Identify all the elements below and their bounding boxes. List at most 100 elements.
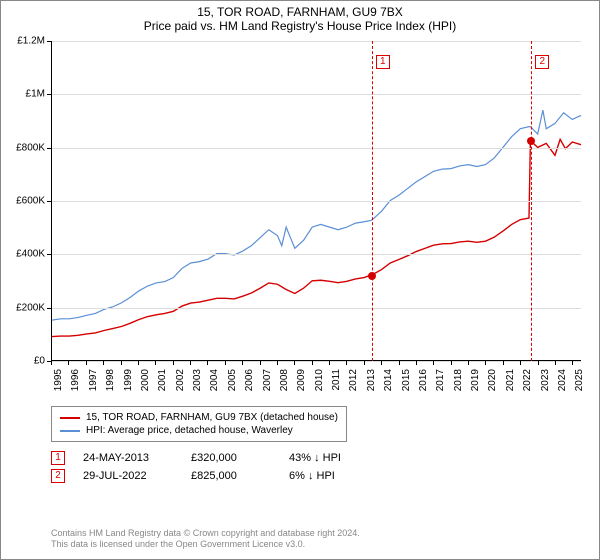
sale-number-box: 2 [51, 469, 65, 483]
x-tick [555, 361, 556, 365]
y-tick-label: £1M [26, 89, 45, 100]
legend-label: HPI: Average price, detached house, Wave… [86, 425, 293, 436]
y-tick [47, 201, 51, 202]
x-tick [173, 361, 174, 365]
plot-area: 12 [51, 41, 581, 361]
x-tick [433, 361, 434, 365]
sale-date: 29-JUL-2022 [83, 470, 173, 482]
x-tick [381, 361, 382, 365]
x-tick-label: 2016 [418, 369, 429, 409]
y-tick-label: £400K [16, 249, 45, 260]
legend-swatch [60, 417, 80, 419]
y-tick [47, 94, 51, 95]
x-tick-label: 1999 [123, 369, 134, 409]
x-tick [503, 361, 504, 365]
x-tick-label: 2021 [505, 369, 516, 409]
x-tick-label: 1996 [70, 369, 81, 409]
gridline [52, 361, 581, 362]
x-tick [416, 361, 417, 365]
x-tick [520, 361, 521, 365]
footer-line-2: This data is licensed under the Open Gov… [51, 539, 360, 551]
y-tick [47, 41, 51, 42]
x-tick-label: 2000 [140, 369, 151, 409]
x-tick-label: 2022 [522, 369, 533, 409]
x-tick-label: 1997 [88, 369, 99, 409]
x-tick-label: 2005 [227, 369, 238, 409]
legend-label: 15, TOR ROAD, FARNHAM, GU9 7BX (detached… [86, 412, 338, 423]
x-tick [86, 361, 87, 365]
y-tick [47, 148, 51, 149]
x-tick [572, 361, 573, 365]
sales-row: 1 24-MAY-2013 £320,000 43% ↓ HPI [51, 449, 369, 467]
legend-swatch [60, 430, 80, 432]
x-tick [138, 361, 139, 365]
x-tick-label: 2010 [314, 369, 325, 409]
x-tick-label: 2023 [540, 369, 551, 409]
sale-date: 24-MAY-2013 [83, 452, 173, 464]
x-tick-label: 2008 [279, 369, 290, 409]
x-tick [312, 361, 313, 365]
x-tick-label: 2013 [366, 369, 377, 409]
x-tick-label: 2009 [296, 369, 307, 409]
x-tick [451, 361, 452, 365]
sale-marker-box: 1 [376, 55, 390, 69]
gridline [52, 94, 581, 95]
x-tick [277, 361, 278, 365]
x-tick-label: 2017 [435, 369, 446, 409]
chart-title: 15, TOR ROAD, FARNHAM, GU9 7BX [1, 1, 599, 19]
x-tick [103, 361, 104, 365]
x-tick [207, 361, 208, 365]
x-tick [294, 361, 295, 365]
x-tick-label: 2012 [348, 369, 359, 409]
chart-container: 15, TOR ROAD, FARNHAM, GU9 7BX Price pai… [0, 0, 600, 560]
sale-marker-line [531, 41, 532, 361]
x-tick-label: 2019 [470, 369, 481, 409]
sale-price: £825,000 [191, 470, 271, 482]
x-tick-label: 2004 [209, 369, 220, 409]
gridline [52, 148, 581, 149]
x-tick-label: 2001 [157, 369, 168, 409]
gridline [52, 308, 581, 309]
x-tick-label: 2025 [574, 369, 585, 409]
sale-number-box: 1 [51, 451, 65, 465]
x-tick [364, 361, 365, 365]
sale-marker-box: 2 [535, 55, 549, 69]
x-tick [190, 361, 191, 365]
x-tick [485, 361, 486, 365]
x-tick [121, 361, 122, 365]
x-tick-label: 2015 [401, 369, 412, 409]
footer-line-1: Contains HM Land Registry data © Crown c… [51, 528, 360, 540]
sale-price: £320,000 [191, 452, 271, 464]
x-tick [51, 361, 52, 365]
sale-delta: 6% ↓ HPI [289, 470, 369, 482]
x-tick [538, 361, 539, 365]
x-tick-label: 2007 [262, 369, 273, 409]
x-tick-label: 2020 [487, 369, 498, 409]
x-tick-label: 2018 [453, 369, 464, 409]
y-tick-label: £600K [16, 196, 45, 207]
y-tick [47, 308, 51, 309]
gridline [52, 41, 581, 42]
x-tick-label: 2002 [175, 369, 186, 409]
sale-marker-dot [368, 272, 376, 280]
x-tick-label: 2024 [557, 369, 568, 409]
y-tick-label: £800K [16, 142, 45, 153]
x-tick-label: 1995 [53, 369, 64, 409]
legend-item: 15, TOR ROAD, FARNHAM, GU9 7BX (detached… [60, 411, 338, 424]
sale-delta: 43% ↓ HPI [289, 452, 369, 464]
footer-text: Contains HM Land Registry data © Crown c… [51, 528, 360, 551]
sales-table: 1 24-MAY-2013 £320,000 43% ↓ HPI 2 29-JUL-202… [51, 449, 369, 485]
gridline [52, 201, 581, 202]
x-tick [468, 361, 469, 365]
sales-row: 2 29-JUL-2022 £825,000 6% ↓ HPI [51, 467, 369, 485]
legend: 15, TOR ROAD, FARNHAM, GU9 7BX (detached… [51, 406, 347, 442]
y-tick-label: £1.2M [17, 36, 45, 47]
x-tick [68, 361, 69, 365]
x-tick [260, 361, 261, 365]
x-tick [346, 361, 347, 365]
x-tick-label: 2006 [244, 369, 255, 409]
series-line [52, 110, 581, 320]
legend-item: HPI: Average price, detached house, Wave… [60, 424, 338, 437]
sale-marker-dot [527, 137, 535, 145]
x-tick [242, 361, 243, 365]
